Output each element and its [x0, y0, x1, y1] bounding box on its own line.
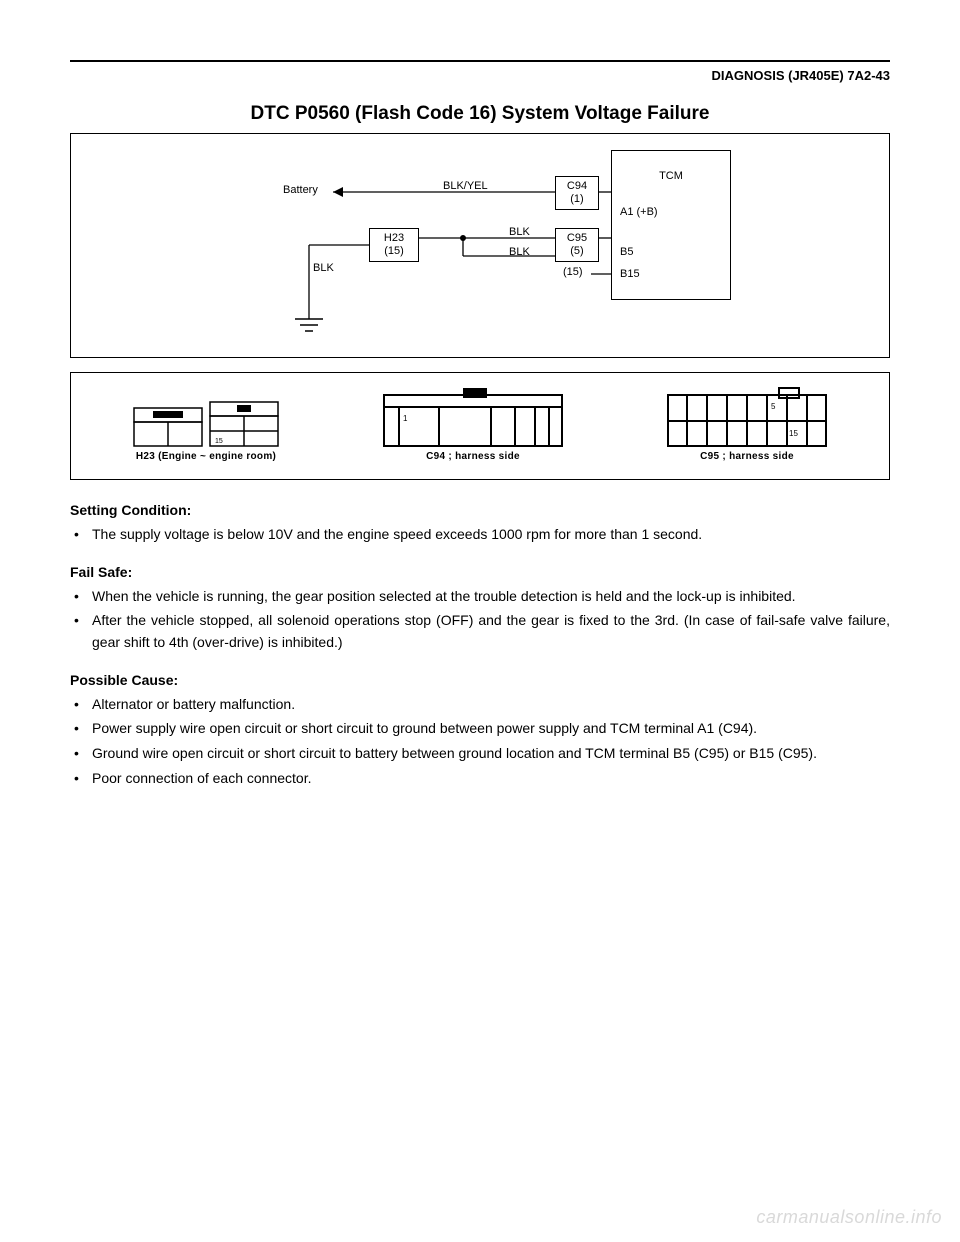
diagram-svg	[71, 134, 891, 359]
cause-heading: Possible Cause:	[70, 672, 890, 688]
wiring-diagram: TCM A1 (+B) B5 B15 C94 (1) C95 (5) (15) …	[70, 133, 890, 358]
header-rule	[70, 60, 890, 62]
svg-text:15: 15	[215, 438, 223, 445]
connector-h23: 15 H23 (Engine ~ engine room)	[133, 385, 279, 462]
h23-caption: H23 (Engine ~ engine room)	[136, 451, 276, 462]
failsafe-item-2: After the vehicle stopped, all solenoid …	[72, 610, 890, 653]
wire-blk-top: BLK	[509, 226, 530, 238]
failsafe-heading: Fail Safe:	[70, 564, 890, 580]
h23-conn-a	[133, 407, 203, 447]
header-page-ref: DIAGNOSIS (JR405E) 7A2-43	[70, 68, 890, 83]
setting-list: The supply voltage is below 10V and the …	[70, 524, 890, 546]
wire-blk-gnd: BLK	[313, 262, 334, 274]
cause-item-2: Power supply wire open circuit or short …	[72, 718, 890, 740]
cause-item-1: Alternator or battery malfunction.	[72, 694, 890, 716]
connector-c94: 1 C94 ; harness side	[383, 385, 563, 462]
failsafe-item-1: When the vehicle is running, the gear po…	[72, 586, 890, 608]
c94-caption: C94 ; harness side	[426, 451, 520, 462]
c95-caption: C95 ; harness side	[700, 451, 794, 462]
svg-text:5: 5	[771, 402, 776, 411]
connector-c95: 5 15 C95 ; harness side	[667, 385, 827, 462]
cause-list: Alternator or battery malfunction. Power…	[70, 694, 890, 790]
svg-text:1: 1	[403, 414, 408, 423]
watermark: carmanualsonline.info	[756, 1207, 942, 1228]
dtc-title: DTC P0560 (Flash Code 16) System Voltage…	[70, 103, 890, 125]
cause-item-4: Poor connection of each connector.	[72, 768, 890, 790]
svg-text:15: 15	[789, 429, 798, 438]
failsafe-section: Fail Safe: When the vehicle is running, …	[70, 564, 890, 654]
h23-conn-b: 15	[209, 401, 279, 447]
c95-conn: 5 15	[667, 387, 827, 447]
failsafe-list: When the vehicle is running, the gear po…	[70, 586, 890, 654]
cause-section: Possible Cause: Alternator or battery ma…	[70, 672, 890, 790]
wire-blk-bot: BLK	[509, 246, 530, 258]
wire-blk-yel: BLK/YEL	[443, 180, 488, 192]
setting-item: The supply voltage is below 10V and the …	[72, 524, 890, 546]
connector-diagram-row: 15 H23 (Engine ~ engine room) 1 C94 ; ha…	[70, 372, 890, 480]
cause-item-3: Ground wire open circuit or short circui…	[72, 743, 890, 765]
setting-heading: Setting Condition:	[70, 502, 890, 518]
setting-condition-section: Setting Condition: The supply voltage is…	[70, 502, 890, 546]
c94-conn: 1	[383, 387, 563, 447]
